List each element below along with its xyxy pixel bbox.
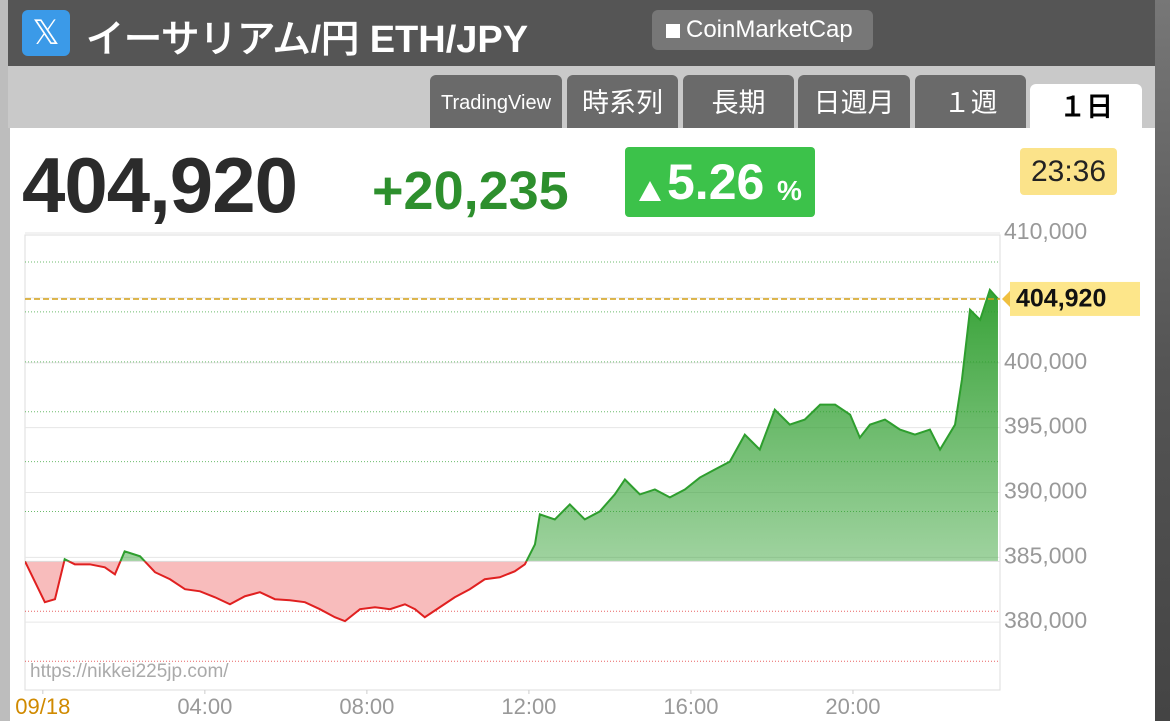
y-tick-label: 385,000: [1004, 542, 1087, 568]
last-price-pointer: [1002, 290, 1010, 307]
area-up: [25, 289, 998, 562]
x-tick-label: 08:00: [339, 694, 394, 719]
last-price-box: [1010, 281, 1140, 316]
y-tick-label: 380,000: [1004, 607, 1087, 633]
up-arrow: [639, 181, 661, 201]
link-icon: [666, 24, 680, 38]
x-tick-label: 20:00: [825, 694, 880, 719]
page-title: イーサリアム/円 ETH/JPY: [86, 19, 529, 61]
button-label: CoinMarketCap: [686, 16, 853, 43]
price-line-up: [25, 287, 999, 562]
percent-unit: %: [777, 175, 802, 206]
x-share-button[interactable]: 𝕏: [22, 10, 70, 56]
last-price-label: 404,920: [1016, 285, 1106, 313]
x-tick-label: 09/18: [15, 694, 70, 719]
price-line-down: [25, 561, 528, 623]
top-bar: [8, 0, 1155, 66]
tab[interactable]: 時系列: [567, 75, 678, 128]
tab[interactable]: 長期: [683, 75, 794, 128]
plot-frame: [24, 234, 1001, 691]
coinmarketcap-button[interactable]: CoinMarketCap: [652, 10, 873, 50]
x-tick-label: 16:00: [663, 694, 718, 719]
y-tick-label: 410,000: [1004, 218, 1087, 244]
y-tick-label: 400,000: [1004, 348, 1087, 374]
tab-active[interactable]: １日: [1030, 84, 1142, 130]
change-badge: 5.26 %: [625, 147, 815, 217]
tab[interactable]: １週: [915, 75, 1026, 128]
x-tick-label: 04:00: [177, 694, 232, 719]
area-down: [25, 561, 998, 622]
price-change: +20,235: [372, 161, 569, 221]
y-tick-label: 390,000: [1004, 478, 1087, 504]
change-percent: 5.26: [667, 154, 765, 210]
price: 404,920: [22, 141, 298, 229]
y-tick-label: 395,000: [1004, 413, 1087, 439]
x-tick-label: 12:00: [501, 694, 556, 719]
watermark: https://nikkei225jp.com/: [30, 661, 229, 682]
tab[interactable]: 日週月: [798, 75, 910, 128]
side-strip: [1155, 0, 1170, 721]
update-time: 23:36: [1020, 148, 1117, 195]
tab[interactable]: TradingView: [430, 75, 562, 128]
